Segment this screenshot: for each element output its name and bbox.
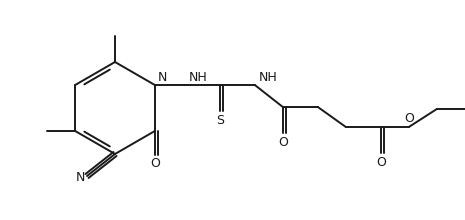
- Text: O: O: [376, 156, 386, 169]
- Text: N: N: [158, 70, 167, 84]
- Text: NH: NH: [259, 70, 278, 84]
- Text: O: O: [404, 112, 414, 125]
- Text: NH: NH: [189, 70, 207, 84]
- Text: O: O: [278, 136, 288, 149]
- Text: O: O: [150, 156, 160, 169]
- Text: S: S: [216, 114, 224, 126]
- Text: N: N: [75, 170, 85, 183]
